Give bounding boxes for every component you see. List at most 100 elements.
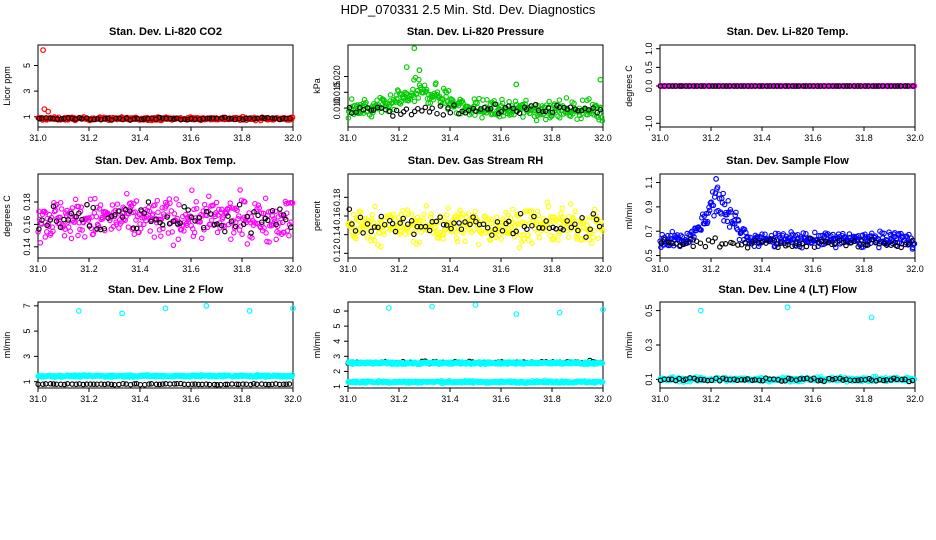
x-tick-label: 31.0 bbox=[339, 264, 357, 274]
data-point bbox=[735, 242, 741, 248]
data-point bbox=[53, 218, 60, 224]
data-point bbox=[506, 99, 512, 105]
data-point bbox=[706, 83, 712, 89]
data-point bbox=[87, 116, 94, 123]
data-point bbox=[770, 83, 777, 89]
data-point bbox=[518, 232, 524, 239]
data-point bbox=[898, 244, 904, 251]
x-tick-label: 32.0 bbox=[594, 264, 612, 274]
data-point bbox=[505, 103, 512, 109]
data-point bbox=[174, 215, 180, 222]
data-point bbox=[677, 242, 683, 249]
data-point bbox=[572, 221, 578, 227]
data-point bbox=[279, 219, 286, 226]
data-point bbox=[531, 213, 537, 220]
outlier-point bbox=[416, 67, 423, 74]
data-point bbox=[851, 83, 858, 89]
data-point bbox=[448, 225, 454, 232]
data-point bbox=[349, 221, 355, 227]
x-tick-label: 31.8 bbox=[855, 133, 873, 143]
data-point bbox=[370, 107, 377, 113]
data-point bbox=[50, 381, 57, 387]
data-point bbox=[506, 218, 512, 225]
data-point bbox=[832, 240, 839, 246]
data-point bbox=[228, 115, 235, 122]
data-point bbox=[892, 83, 898, 89]
data-point bbox=[58, 116, 65, 122]
chart-panel-5: Stan. Dev. Gas Stream RH 31.0 31.2 31.4 31.6… bbox=[312, 155, 612, 274]
data-point bbox=[499, 228, 506, 234]
data-point bbox=[744, 245, 751, 251]
data-point bbox=[550, 224, 556, 231]
data-point bbox=[271, 216, 277, 222]
plot-frame bbox=[37, 173, 294, 259]
data-point bbox=[800, 83, 807, 89]
data-point bbox=[520, 236, 527, 242]
data-point bbox=[536, 225, 542, 231]
y-tick-label: 1.1 bbox=[644, 176, 654, 189]
data-point bbox=[821, 378, 827, 384]
data-point bbox=[421, 211, 427, 218]
data-point bbox=[556, 230, 563, 237]
data-point bbox=[150, 211, 156, 217]
data-point bbox=[397, 231, 403, 237]
data-point bbox=[213, 199, 220, 206]
data-point bbox=[483, 229, 489, 236]
data-point bbox=[133, 198, 140, 204]
data-point bbox=[568, 224, 575, 231]
data-point bbox=[75, 232, 81, 239]
plot-frame bbox=[347, 44, 604, 128]
y-axis-label: ml/min bbox=[624, 332, 634, 359]
data-point bbox=[358, 209, 364, 215]
data-point bbox=[690, 243, 696, 250]
data-point bbox=[37, 240, 44, 246]
data-point bbox=[47, 217, 54, 223]
data-point bbox=[232, 223, 239, 230]
data-point bbox=[851, 238, 858, 245]
outlier-point bbox=[41, 106, 48, 112]
data-point bbox=[763, 240, 769, 246]
data-point bbox=[888, 242, 894, 248]
data-point bbox=[84, 201, 90, 208]
data-point bbox=[288, 224, 294, 230]
data-point bbox=[422, 223, 429, 230]
data-point bbox=[57, 381, 64, 388]
panel-title: Stan. Dev. Sample Flow bbox=[726, 155, 849, 167]
data-point bbox=[892, 239, 898, 246]
data-point bbox=[589, 234, 596, 241]
data-point bbox=[585, 107, 592, 113]
data-point bbox=[862, 242, 869, 248]
y-tick-label: 3 bbox=[22, 89, 32, 94]
data-point bbox=[800, 376, 807, 382]
y-axis-label: Licor ppm bbox=[2, 66, 12, 106]
data-point bbox=[909, 377, 916, 384]
outlier-point bbox=[411, 45, 418, 52]
data-point bbox=[284, 228, 291, 234]
x-tick-label: 31.4 bbox=[753, 264, 771, 274]
data-point bbox=[189, 187, 195, 193]
data-point bbox=[691, 83, 697, 89]
data-point bbox=[484, 106, 491, 112]
x-tick-label: 31.2 bbox=[80, 264, 98, 274]
data-point bbox=[445, 105, 451, 111]
data-point bbox=[529, 240, 535, 247]
outlier-point bbox=[40, 47, 46, 53]
data-point bbox=[478, 228, 484, 234]
data-point bbox=[269, 115, 276, 121]
data-point bbox=[36, 226, 42, 232]
data-point bbox=[280, 381, 287, 388]
panel-title: Stan. Dev. Line 3 Flow bbox=[418, 284, 534, 296]
data-point bbox=[44, 222, 50, 229]
data-point bbox=[101, 381, 108, 388]
data-point bbox=[437, 214, 443, 220]
data-point bbox=[555, 237, 561, 243]
data-point bbox=[346, 206, 353, 212]
data-point bbox=[225, 213, 231, 219]
data-point bbox=[273, 236, 279, 243]
data-point bbox=[212, 213, 218, 220]
data-point bbox=[127, 208, 133, 214]
data-point bbox=[782, 83, 789, 89]
data-point bbox=[744, 376, 751, 382]
